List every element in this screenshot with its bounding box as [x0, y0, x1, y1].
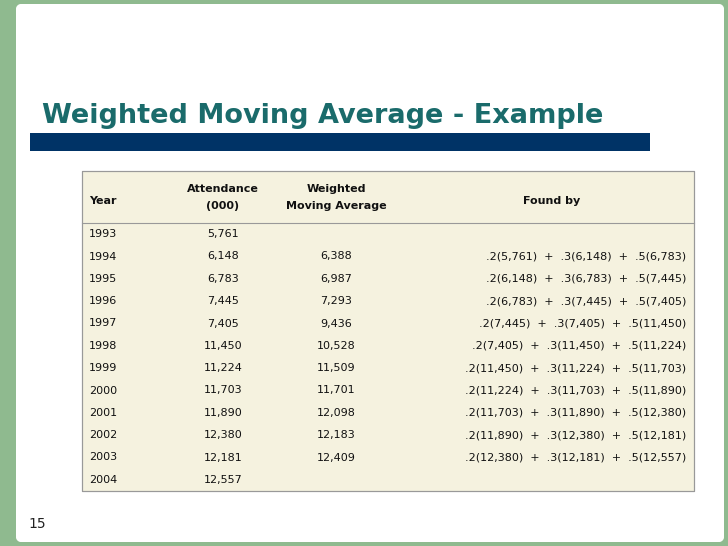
Text: .2(6,783)  +  .3(7,445)  +  .5(7,405): .2(6,783) + .3(7,445) + .5(7,405): [486, 296, 686, 306]
Text: (000): (000): [207, 201, 240, 211]
Text: 2001: 2001: [89, 408, 117, 418]
Text: 11,701: 11,701: [317, 385, 355, 395]
Text: 2000: 2000: [89, 385, 117, 395]
Text: 6,148: 6,148: [207, 252, 239, 262]
Text: 2004: 2004: [89, 475, 117, 485]
Text: 12,098: 12,098: [317, 408, 355, 418]
Text: 5,761: 5,761: [207, 229, 239, 239]
FancyBboxPatch shape: [16, 4, 724, 542]
Text: Weighted Moving Average - Example: Weighted Moving Average - Example: [42, 103, 604, 129]
Text: 1997: 1997: [89, 318, 117, 329]
Text: 12,409: 12,409: [317, 453, 355, 462]
Text: 1998: 1998: [89, 341, 117, 351]
FancyBboxPatch shape: [16, 4, 724, 542]
Text: 6,388: 6,388: [320, 252, 352, 262]
Text: Found by: Found by: [523, 196, 581, 206]
Text: 11,509: 11,509: [317, 363, 355, 373]
Text: 12,183: 12,183: [317, 430, 355, 440]
Text: 12,557: 12,557: [204, 475, 242, 485]
Text: .2(7,405)  +  .3(11,450)  +  .5(11,224): .2(7,405) + .3(11,450) + .5(11,224): [472, 341, 686, 351]
Text: 2002: 2002: [89, 430, 117, 440]
Text: .2(6,148)  +  .3(6,783)  +  .5(7,445): .2(6,148) + .3(6,783) + .5(7,445): [486, 274, 686, 284]
Text: .2(12,380)  +  .3(12,181)  +  .5(12,557): .2(12,380) + .3(12,181) + .5(12,557): [464, 453, 686, 462]
Text: 1994: 1994: [89, 252, 117, 262]
Text: 11,890: 11,890: [204, 408, 242, 418]
Text: .2(11,703)  +  .3(11,890)  +  .5(12,380): .2(11,703) + .3(11,890) + .5(12,380): [465, 408, 686, 418]
Text: 12,380: 12,380: [204, 430, 242, 440]
Text: Attendance: Attendance: [187, 184, 259, 194]
Text: 6,987: 6,987: [320, 274, 352, 284]
Bar: [0, 0, 95, 156]
Text: .2(5,761)  +  .3(6,148)  +  .5(6,783): .2(5,761) + .3(6,148) + .5(6,783): [486, 252, 686, 262]
Text: 7,445: 7,445: [207, 296, 239, 306]
Text: .2(11,890)  +  .3(12,380)  +  .5(12,181): .2(11,890) + .3(12,380) + .5(12,181): [464, 430, 686, 440]
Text: 7,293: 7,293: [320, 296, 352, 306]
Text: 11,224: 11,224: [204, 363, 242, 373]
Text: 15: 15: [28, 517, 46, 531]
Text: Weighted: Weighted: [306, 184, 365, 194]
Text: 7,405: 7,405: [207, 318, 239, 329]
Text: 6,783: 6,783: [207, 274, 239, 284]
Text: 1996: 1996: [89, 296, 117, 306]
Text: .2(11,224)  +  .3(11,703)  +  .5(11,890): .2(11,224) + .3(11,703) + .5(11,890): [464, 385, 686, 395]
Bar: [30, 133, 650, 151]
Text: 12,181: 12,181: [204, 453, 242, 462]
Bar: [82, 171, 694, 491]
Bar: [82, 171, 694, 491]
Text: .2(11,450)  +  .3(11,224)  +  .5(11,703): .2(11,450) + .3(11,224) + .5(11,703): [465, 363, 686, 373]
Text: 1999: 1999: [89, 363, 117, 373]
Text: 11,450: 11,450: [204, 341, 242, 351]
Text: 9,436: 9,436: [320, 318, 352, 329]
Text: Year: Year: [89, 196, 116, 206]
Text: .2(7,445)  +  .3(7,405)  +  .5(11,450): .2(7,445) + .3(7,405) + .5(11,450): [479, 318, 686, 329]
Text: 1993: 1993: [89, 229, 117, 239]
Text: 11,703: 11,703: [204, 385, 242, 395]
Text: 10,528: 10,528: [317, 341, 355, 351]
Text: 2003: 2003: [89, 453, 117, 462]
Text: 1995: 1995: [89, 274, 117, 284]
Text: Moving Average: Moving Average: [285, 201, 387, 211]
